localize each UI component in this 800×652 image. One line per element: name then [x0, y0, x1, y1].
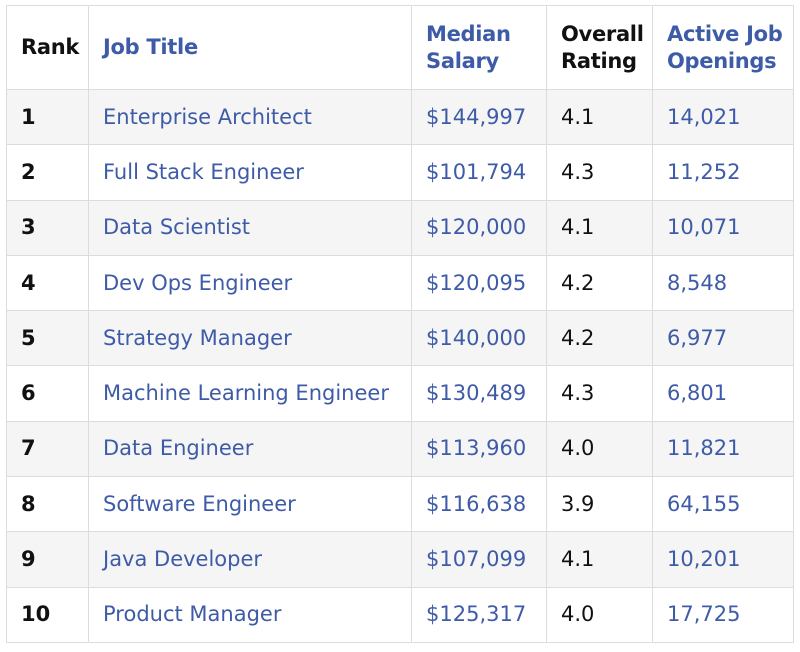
table-row: 6 Machine Learning Engineer $130,489 4.3…: [6, 365, 794, 422]
openings-link[interactable]: 6,977: [652, 310, 794, 367]
table-row: 8 Software Engineer $116,638 3.9 64,155: [6, 476, 794, 533]
median-salary-link[interactable]: $120,095: [411, 254, 547, 312]
job-title-link[interactable]: Software Engineer: [88, 476, 412, 533]
openings-link[interactable]: 11,252: [652, 144, 794, 201]
header-median-salary-line2[interactable]: Salary: [426, 48, 499, 73]
openings-link[interactable]: 10,071: [652, 199, 794, 256]
jobs-table-container: Rank Job Title Median Salary Overall Rat…: [6, 5, 794, 643]
median-salary-link[interactable]: $116,638: [411, 476, 547, 533]
header-rank-label: Rank: [21, 35, 80, 59]
job-title-link[interactable]: Enterprise Architect: [88, 88, 412, 146]
table-row: 9 Java Developer $107,099 4.1 10,201: [6, 531, 794, 588]
job-title-link[interactable]: Data Engineer: [88, 420, 412, 478]
median-salary-link[interactable]: $120,000: [411, 199, 547, 256]
job-title-link[interactable]: Full Stack Engineer: [88, 144, 412, 201]
rating-cell: 4.2: [546, 254, 653, 312]
rank-cell: 8: [6, 476, 89, 533]
job-title-link[interactable]: Product Manager: [88, 586, 412, 643]
rank-cell: 1: [6, 88, 89, 146]
header-median-salary-line1[interactable]: Median: [426, 21, 511, 46]
median-salary-link[interactable]: $140,000: [411, 310, 547, 367]
best-jobs-table: Rank Job Title Median Salary Overall Rat…: [6, 5, 794, 643]
job-title-link[interactable]: Dev Ops Engineer: [88, 254, 412, 312]
header-job-title[interactable]: Job Title: [88, 5, 412, 90]
openings-link[interactable]: 11,821: [652, 420, 794, 478]
rank-cell: 6: [6, 365, 89, 422]
table-row: 4 Dev Ops Engineer $120,095 4.2 8,548: [6, 254, 794, 312]
rank-cell: 7: [6, 420, 89, 478]
job-title-link[interactable]: Strategy Manager: [88, 310, 412, 367]
table-row: 5 Strategy Manager $140,000 4.2 6,977: [6, 310, 794, 367]
median-salary-link[interactable]: $101,794: [411, 144, 547, 201]
header-overall-rating-line2: Rating: [561, 48, 637, 73]
rating-cell: 4.1: [546, 199, 653, 256]
rank-cell: 10: [6, 586, 89, 643]
table-row: 7 Data Engineer $113,960 4.0 11,821: [6, 420, 794, 478]
header-rank: Rank: [6, 5, 89, 90]
openings-link[interactable]: 17,725: [652, 586, 794, 643]
header-active-openings[interactable]: Active Job Openings: [652, 5, 794, 90]
header-overall-rating: Overall Rating: [546, 5, 653, 90]
rating-cell: 3.9: [546, 476, 653, 533]
header-median-salary[interactable]: Median Salary: [411, 5, 547, 90]
header-active-openings-line1[interactable]: Active Job: [667, 21, 783, 46]
median-salary-link[interactable]: $130,489: [411, 365, 547, 422]
rating-cell: 4.3: [546, 365, 653, 422]
rating-cell: 4.1: [546, 88, 653, 146]
rank-cell: 2: [6, 144, 89, 201]
median-salary-link[interactable]: $107,099: [411, 531, 547, 588]
table-row: 10 Product Manager $125,317 4.0 17,725: [6, 586, 794, 643]
rank-cell: 9: [6, 531, 89, 588]
rank-cell: 4: [6, 254, 89, 312]
rating-cell: 4.1: [546, 531, 653, 588]
table-row: 2 Full Stack Engineer $101,794 4.3 11,25…: [6, 144, 794, 201]
rating-cell: 4.0: [546, 420, 653, 478]
median-salary-link[interactable]: $125,317: [411, 586, 547, 643]
openings-link[interactable]: 64,155: [652, 476, 794, 533]
rating-cell: 4.2: [546, 310, 653, 367]
table-row: 1 Enterprise Architect $144,997 4.1 14,0…: [6, 88, 794, 146]
rating-cell: 4.0: [546, 586, 653, 643]
rank-cell: 5: [6, 310, 89, 367]
rating-cell: 4.3: [546, 144, 653, 201]
job-title-link[interactable]: Machine Learning Engineer: [88, 365, 412, 422]
openings-link[interactable]: 14,021: [652, 88, 794, 146]
job-title-link[interactable]: Data Scientist: [88, 199, 412, 256]
header-active-openings-line2[interactable]: Openings: [667, 48, 777, 73]
table-header-row: Rank Job Title Median Salary Overall Rat…: [6, 5, 794, 90]
table-row: 3 Data Scientist $120,000 4.1 10,071: [6, 199, 794, 256]
job-title-link[interactable]: Java Developer: [88, 531, 412, 588]
openings-link[interactable]: 8,548: [652, 254, 794, 312]
median-salary-link[interactable]: $113,960: [411, 420, 547, 478]
openings-link[interactable]: 6,801: [652, 365, 794, 422]
rank-cell: 3: [6, 199, 89, 256]
header-job-title-label[interactable]: Job Title: [103, 35, 198, 59]
median-salary-link[interactable]: $144,997: [411, 88, 547, 146]
header-overall-rating-line1: Overall: [561, 21, 644, 46]
openings-link[interactable]: 10,201: [652, 531, 794, 588]
